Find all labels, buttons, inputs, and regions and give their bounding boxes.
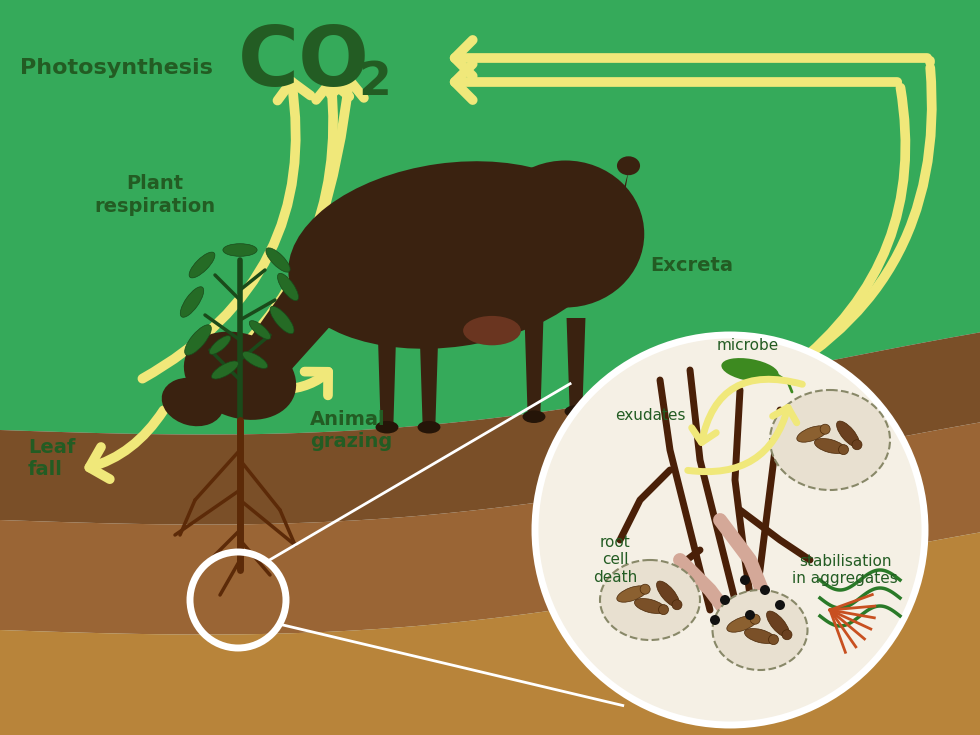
Ellipse shape [721, 358, 779, 382]
Circle shape [720, 595, 730, 605]
Ellipse shape [162, 378, 223, 426]
Polygon shape [235, 203, 366, 392]
Polygon shape [276, 302, 298, 318]
Text: Plant
respiration: Plant respiration [94, 173, 216, 216]
FancyArrowPatch shape [89, 410, 164, 479]
Polygon shape [0, 532, 980, 735]
Text: 2: 2 [358, 60, 391, 104]
FancyArrowPatch shape [455, 40, 927, 76]
Ellipse shape [288, 161, 612, 349]
Ellipse shape [837, 421, 859, 447]
Ellipse shape [249, 320, 270, 340]
Ellipse shape [277, 273, 299, 301]
Ellipse shape [708, 406, 782, 434]
Ellipse shape [487, 160, 644, 307]
FancyArrowPatch shape [688, 407, 797, 472]
Ellipse shape [266, 315, 299, 342]
Text: Animal
grazing: Animal grazing [310, 409, 392, 451]
FancyArrowPatch shape [142, 82, 311, 379]
Circle shape [535, 335, 925, 725]
Circle shape [710, 615, 720, 625]
FancyArrowPatch shape [455, 64, 898, 100]
Text: stabilisation
in aggregates: stabilisation in aggregates [792, 553, 898, 587]
Ellipse shape [564, 405, 587, 417]
FancyArrowPatch shape [731, 383, 761, 406]
Ellipse shape [745, 628, 775, 644]
Ellipse shape [766, 611, 790, 637]
Polygon shape [0, 0, 980, 434]
Circle shape [820, 424, 830, 434]
Polygon shape [603, 171, 628, 245]
Ellipse shape [375, 421, 399, 434]
Ellipse shape [180, 287, 204, 318]
Ellipse shape [712, 590, 808, 670]
Text: Leaf
fall: Leaf fall [28, 437, 75, 478]
Ellipse shape [710, 399, 760, 421]
Circle shape [745, 610, 755, 620]
Ellipse shape [617, 157, 640, 175]
FancyArrowPatch shape [743, 68, 932, 394]
Polygon shape [0, 332, 980, 525]
Ellipse shape [634, 598, 665, 614]
Ellipse shape [184, 331, 296, 420]
Text: Excreta: Excreta [650, 256, 733, 274]
Circle shape [775, 600, 785, 610]
Polygon shape [377, 323, 397, 423]
Ellipse shape [464, 316, 521, 345]
Ellipse shape [727, 616, 758, 632]
Ellipse shape [212, 361, 238, 379]
Text: microbe: microbe [717, 337, 779, 353]
Circle shape [740, 575, 750, 585]
Ellipse shape [184, 325, 212, 355]
FancyArrowPatch shape [257, 79, 364, 378]
Text: Photosynthesis: Photosynthesis [20, 58, 213, 78]
Circle shape [659, 605, 668, 614]
Circle shape [852, 440, 862, 450]
Ellipse shape [417, 421, 440, 434]
Circle shape [768, 634, 778, 645]
FancyArrowPatch shape [692, 379, 803, 442]
Text: root
cell
death: root cell death [593, 535, 637, 585]
Circle shape [750, 614, 760, 624]
Circle shape [839, 445, 849, 455]
Ellipse shape [797, 426, 827, 442]
Ellipse shape [600, 560, 700, 640]
Circle shape [782, 630, 792, 639]
Text: exudates: exudates [614, 407, 685, 423]
Ellipse shape [242, 351, 268, 368]
Ellipse shape [657, 581, 679, 607]
Polygon shape [0, 423, 980, 634]
Circle shape [640, 584, 650, 594]
Ellipse shape [522, 410, 546, 423]
Circle shape [760, 585, 770, 595]
Ellipse shape [266, 248, 290, 272]
Polygon shape [524, 318, 544, 412]
Ellipse shape [270, 306, 294, 334]
Ellipse shape [814, 439, 846, 453]
Polygon shape [566, 318, 585, 407]
Ellipse shape [770, 390, 890, 490]
Ellipse shape [222, 244, 257, 257]
Ellipse shape [616, 586, 647, 602]
Circle shape [672, 600, 682, 610]
FancyArrowPatch shape [792, 87, 906, 368]
FancyArrowPatch shape [283, 372, 328, 395]
Text: CO: CO [238, 21, 370, 102]
Polygon shape [419, 329, 438, 423]
FancyArrowPatch shape [197, 82, 349, 388]
Ellipse shape [210, 336, 230, 354]
Ellipse shape [189, 252, 215, 278]
